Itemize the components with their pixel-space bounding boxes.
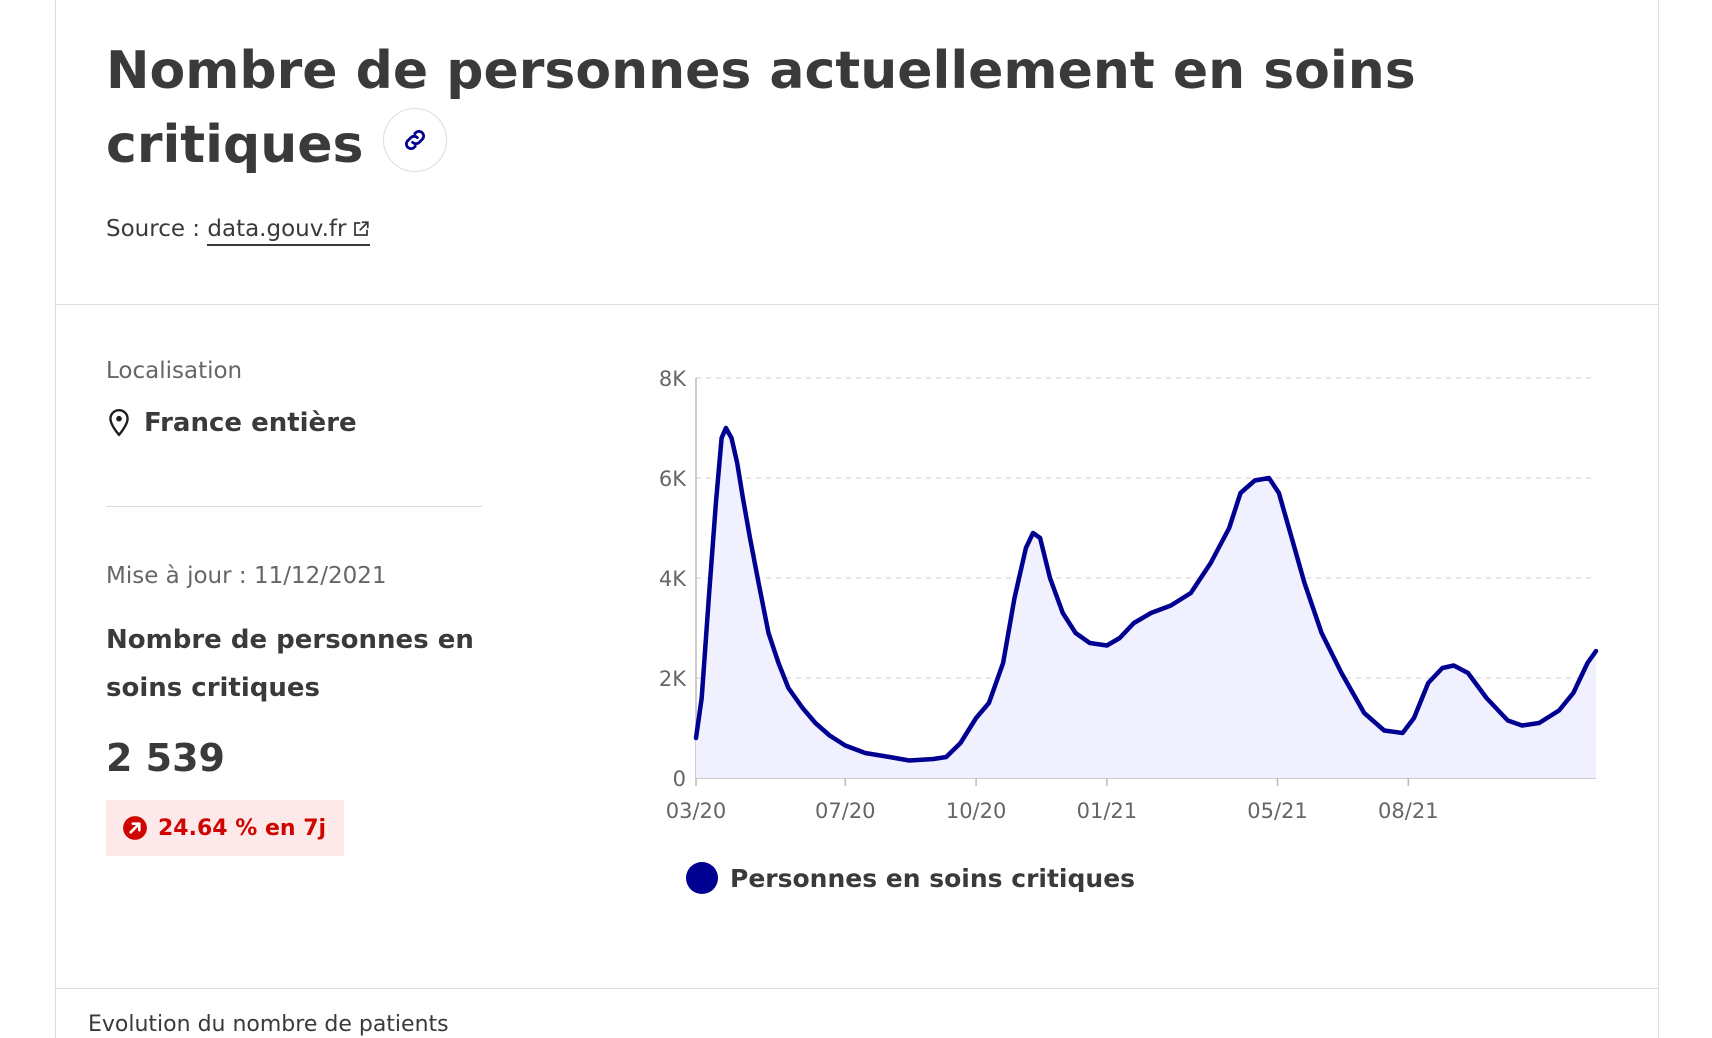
indicator-card: Nombre de personnes actuellement en soin… xyxy=(55,0,1659,1038)
y-tick-label: 8K xyxy=(659,367,687,391)
y-tick-label: 0 xyxy=(673,767,686,791)
trend-badge: 24.64 % en 7j xyxy=(106,800,345,856)
metric-name: Nombre de personnes en soins critiques xyxy=(106,625,474,703)
x-tick-label: 08/21 xyxy=(1378,799,1439,823)
source-prefix: Source : xyxy=(106,216,201,242)
panel-divider xyxy=(106,506,482,507)
trend-text: 24.64 % en 7j xyxy=(158,815,327,841)
location-label: Localisation xyxy=(106,358,243,384)
external-link-icon xyxy=(354,221,370,236)
link-icon xyxy=(405,129,426,151)
x-tick-label: 01/21 xyxy=(1077,799,1138,823)
series-area xyxy=(696,428,1596,778)
x-tick-label: 03/20 xyxy=(666,799,727,823)
x-tick-label: 07/20 xyxy=(815,799,876,823)
page-title: Nombre de personnes actuellement en soin… xyxy=(106,34,1426,182)
update-date: Mise à jour : 11/12/2021 xyxy=(106,563,387,589)
source-link-text: data.gouv.fr xyxy=(207,216,347,242)
legend-marker xyxy=(686,862,718,894)
metric-value: 2 539 xyxy=(106,736,225,780)
chart-svg: 0 2K 4K 6K 8K 03/20 07/20 10/20 01/21 05/21 08/21 P… xyxy=(659,367,1599,894)
map-pin-icon xyxy=(109,408,129,437)
title-text: Nombre de personnes actuellement en soin… xyxy=(106,41,1416,175)
x-tick-label: 05/21 xyxy=(1247,799,1308,823)
source-link[interactable]: data.gouv.fr xyxy=(207,216,371,246)
location-selector[interactable]: France entière xyxy=(106,408,357,438)
legend-label: Personnes en soins critiques xyxy=(730,864,1135,893)
chart-area: 0 2K 4K 6K 8K 03/20 07/20 10/20 01/21 05/21 08/21 P… xyxy=(616,338,1656,918)
series-line xyxy=(693,425,1599,763)
footer-divider xyxy=(56,988,1658,989)
card-header: Nombre de personnes actuellement en soin… xyxy=(56,0,1658,305)
arrow-up-right-icon xyxy=(123,816,147,840)
y-tick-label: 6K xyxy=(659,467,687,491)
y-tick-label: 2K xyxy=(659,667,687,691)
x-tick-label: 10/20 xyxy=(946,799,1007,823)
location-value: France entière xyxy=(144,408,357,438)
footer-partial-text: Evolution du nombre de patients xyxy=(88,1012,449,1037)
y-tick-label: 4K xyxy=(659,567,687,591)
source-line: Source : data.gouv.fr xyxy=(106,216,371,246)
copy-link-button[interactable] xyxy=(383,108,448,172)
